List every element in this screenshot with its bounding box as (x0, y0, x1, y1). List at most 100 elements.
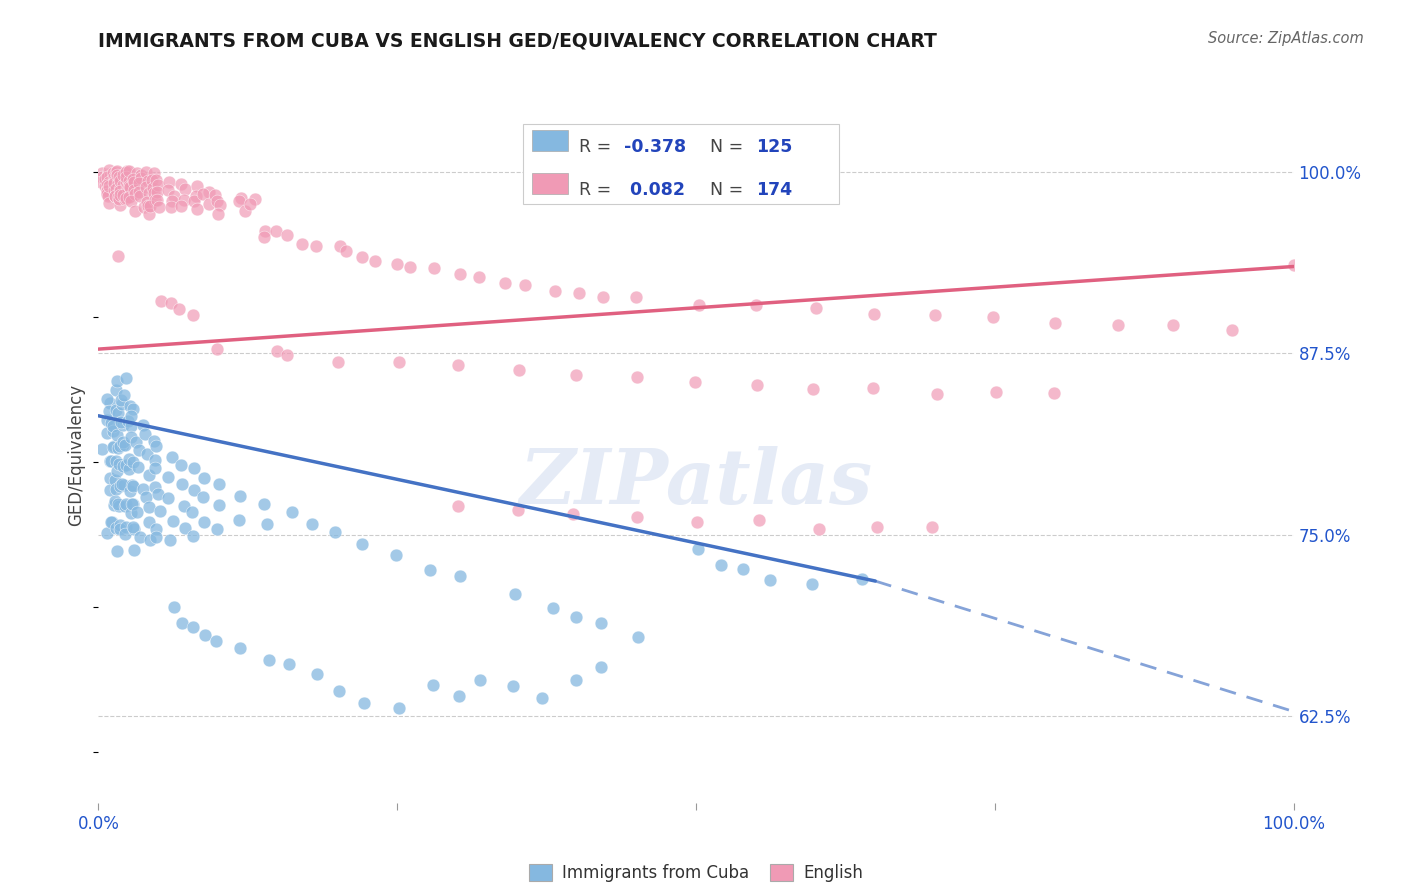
Point (148, 178, 170, 193)
Point (107, 497, 129, 511)
Point (118, 452, 141, 467)
Point (541, 600, 564, 615)
Point (1043, 386, 1066, 401)
Point (422, 260, 444, 275)
Point (122, 183, 145, 197)
Point (105, 465, 128, 479)
Point (145, 185, 167, 199)
Point (447, 359, 470, 373)
Point (305, 239, 328, 253)
Point (97, 167, 120, 181)
Point (181, 620, 204, 634)
Point (115, 497, 138, 511)
Point (98, 454, 121, 468)
Point (114, 169, 136, 184)
Point (388, 355, 411, 369)
Point (801, 382, 824, 396)
Point (103, 498, 125, 512)
Point (114, 527, 136, 541)
Point (231, 191, 253, 205)
Point (710, 558, 733, 573)
Text: Source: ZipAtlas.com: Source: ZipAtlas.com (1208, 31, 1364, 46)
Point (117, 164, 139, 178)
Point (198, 196, 221, 211)
Point (98, 179, 121, 194)
Point (111, 178, 134, 193)
Point (1107, 318, 1129, 333)
Point (114, 520, 136, 534)
Point (228, 513, 250, 527)
Point (114, 499, 136, 513)
Point (96, 413, 118, 427)
Point (1163, 318, 1185, 332)
Point (759, 573, 782, 587)
Point (193, 490, 215, 504)
Point (108, 499, 131, 513)
Point (101, 424, 124, 438)
Point (121, 173, 143, 187)
Text: -0.378: -0.378 (624, 138, 686, 156)
Point (121, 478, 143, 492)
Point (276, 228, 298, 243)
Point (748, 513, 770, 527)
Point (112, 178, 135, 193)
Point (138, 186, 160, 201)
Point (254, 224, 277, 238)
Point (103, 183, 125, 197)
Point (229, 489, 252, 503)
Point (111, 397, 134, 411)
Point (323, 525, 346, 540)
Point (136, 195, 159, 210)
Point (120, 419, 142, 434)
Point (208, 198, 231, 212)
Point (807, 521, 830, 535)
Point (138, 468, 160, 483)
Point (111, 168, 134, 182)
Point (229, 641, 252, 656)
Point (110, 184, 132, 198)
Point (159, 533, 181, 547)
Point (243, 192, 266, 206)
Point (136, 199, 159, 213)
Point (568, 285, 591, 300)
Point (105, 544, 128, 558)
Point (228, 194, 250, 209)
Point (118, 462, 141, 476)
Point (624, 290, 647, 304)
Point (145, 439, 167, 453)
Point (108, 522, 131, 536)
Point (627, 630, 650, 644)
Point (686, 515, 709, 529)
Point (111, 188, 134, 202)
Point (468, 673, 491, 687)
Point (328, 684, 350, 698)
Point (160, 200, 183, 214)
Point (160, 450, 183, 464)
Point (745, 298, 768, 312)
Legend: Immigrants from Cuba, English: Immigrants from Cuba, English (523, 857, 869, 888)
Point (94, 172, 117, 186)
Point (141, 172, 163, 186)
Point (350, 537, 373, 551)
Point (111, 438, 134, 452)
Point (97, 168, 120, 182)
Point (565, 368, 588, 383)
Point (112, 459, 135, 474)
Point (207, 342, 229, 356)
Point (208, 498, 231, 512)
Point (117, 414, 139, 428)
Point (156, 183, 179, 197)
Point (104, 189, 127, 203)
Point (96, 392, 118, 407)
Point (205, 522, 228, 536)
Point (136, 447, 159, 461)
Point (193, 516, 215, 530)
Point (352, 250, 374, 264)
Point (138, 515, 160, 529)
Point (108, 478, 131, 492)
Point (562, 507, 585, 521)
Point (114, 458, 136, 472)
Point (149, 293, 172, 308)
Point (591, 616, 613, 631)
Point (129, 189, 152, 203)
